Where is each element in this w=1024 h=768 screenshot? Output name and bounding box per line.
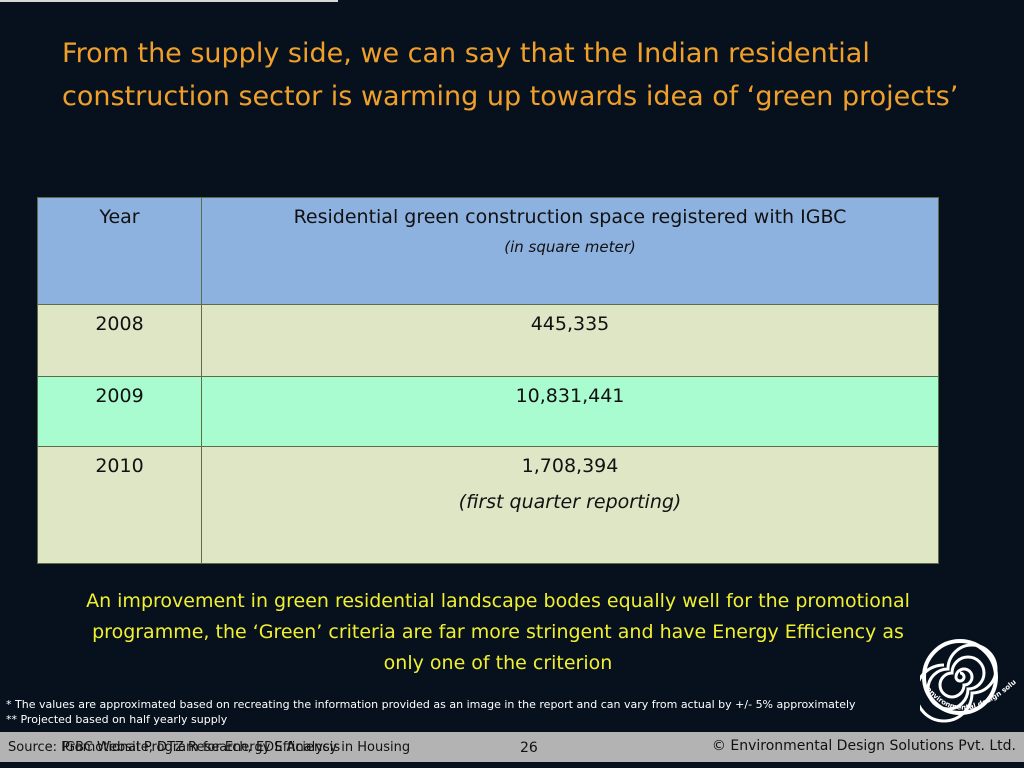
footer-bar: Source: IGBC Website, DTZ Research, EDS … (0, 732, 1024, 762)
page-number: 26 (520, 740, 538, 756)
space-cell: 10,831,441 (202, 377, 939, 447)
table-row: 2008 445,335 (38, 305, 939, 377)
footnote-approx: * The values are approximated based on r… (6, 697, 856, 712)
spiral-logo-icon: environmental design solutions (920, 637, 1024, 731)
space-cell: 1,708,394 (first quarter reporting) (202, 447, 939, 564)
header-unit-label: (in square meter) (202, 238, 938, 256)
space-value: 10,831,441 (202, 377, 938, 407)
year-value: 2009 (38, 377, 201, 407)
footer-copyright: © Environmental Design Solutions Pvt. Lt… (712, 738, 1016, 754)
top-divider-line (0, 0, 338, 2)
header-year-label: Year (38, 198, 201, 228)
header-space-label: Residential green construction space reg… (202, 198, 938, 228)
header-year: Year (38, 198, 202, 305)
space-value: 1,708,394 (202, 447, 938, 477)
footnote-projected: ** Projected based on half yearly supply (6, 712, 856, 727)
year-value: 2010 (38, 447, 201, 477)
footer-programme: Promotional Program for Energy Efficienc… (62, 740, 410, 755)
year-cell: 2009 (38, 377, 202, 447)
year-cell: 2008 (38, 305, 202, 377)
igbc-registration-table: Year Residential green construction spac… (37, 197, 939, 564)
header-space: Residential green construction space reg… (202, 198, 939, 305)
space-cell: 445,335 (202, 305, 939, 377)
footnotes: * The values are approximated based on r… (6, 697, 856, 727)
conclusion-text: An improvement in green residential land… (80, 586, 916, 679)
table-row: 2010 1,708,394 (first quarter reporting) (38, 447, 939, 564)
space-value: 445,335 (202, 305, 938, 335)
table-header-row: Year Residential green construction spac… (38, 198, 939, 305)
slide-title: From the supply side, we can say that th… (62, 32, 962, 118)
year-cell: 2010 (38, 447, 202, 564)
space-note: (first quarter reporting) (202, 491, 938, 513)
year-value: 2008 (38, 305, 201, 335)
table-row: 2009 10,831,441 (38, 377, 939, 447)
